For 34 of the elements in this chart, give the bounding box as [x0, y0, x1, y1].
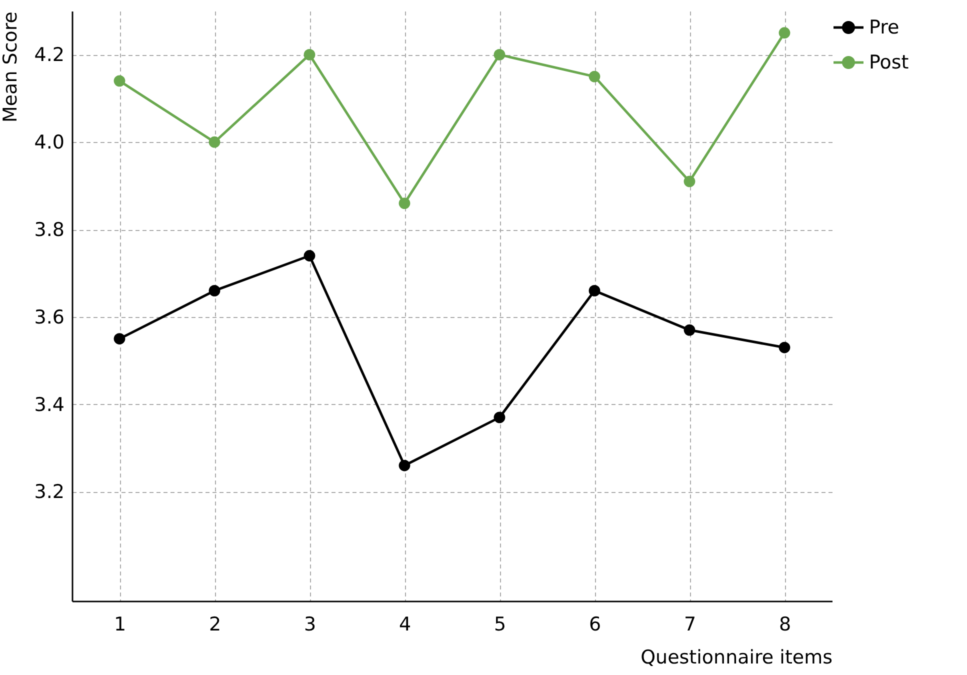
x-tick-label: 5 [494, 614, 506, 636]
x-tick-label: 3 [304, 614, 316, 636]
y-tick-label: 3.4 [34, 394, 64, 416]
x-tick-label: 8 [778, 614, 792, 636]
point [778, 27, 790, 39]
point [494, 49, 506, 60]
point [588, 285, 600, 296]
point [398, 460, 410, 472]
x-tick-label: 1 [114, 614, 126, 636]
point [398, 198, 410, 209]
x-tick-label: 7 [684, 614, 696, 636]
point [684, 176, 696, 188]
point [304, 250, 316, 262]
legend-label: Pre [869, 16, 900, 38]
y-tick-label: 3.2 [34, 481, 64, 504]
point [778, 342, 790, 354]
y-tick-label: 4.2 [34, 44, 64, 66]
point [304, 49, 316, 60]
point [208, 136, 220, 148]
point [114, 75, 126, 87]
point [208, 285, 220, 296]
point [494, 412, 506, 424]
x-axis-title: Questionnaire items [640, 646, 832, 668]
y-tick-label: 3.8 [34, 219, 64, 242]
legend-label: Post [869, 52, 909, 74]
point [114, 333, 126, 344]
point [588, 70, 600, 82]
y-tick-label: 4.0 [34, 132, 64, 154]
x-tick-label: 6 [588, 614, 602, 636]
y-tick-label: 3.6 [34, 306, 64, 328]
x-tick-label: 4 [398, 614, 412, 636]
y-axis-title: Mean Score [0, 12, 22, 123]
point [684, 324, 696, 336]
x-tick-label: 2 [208, 614, 222, 636]
